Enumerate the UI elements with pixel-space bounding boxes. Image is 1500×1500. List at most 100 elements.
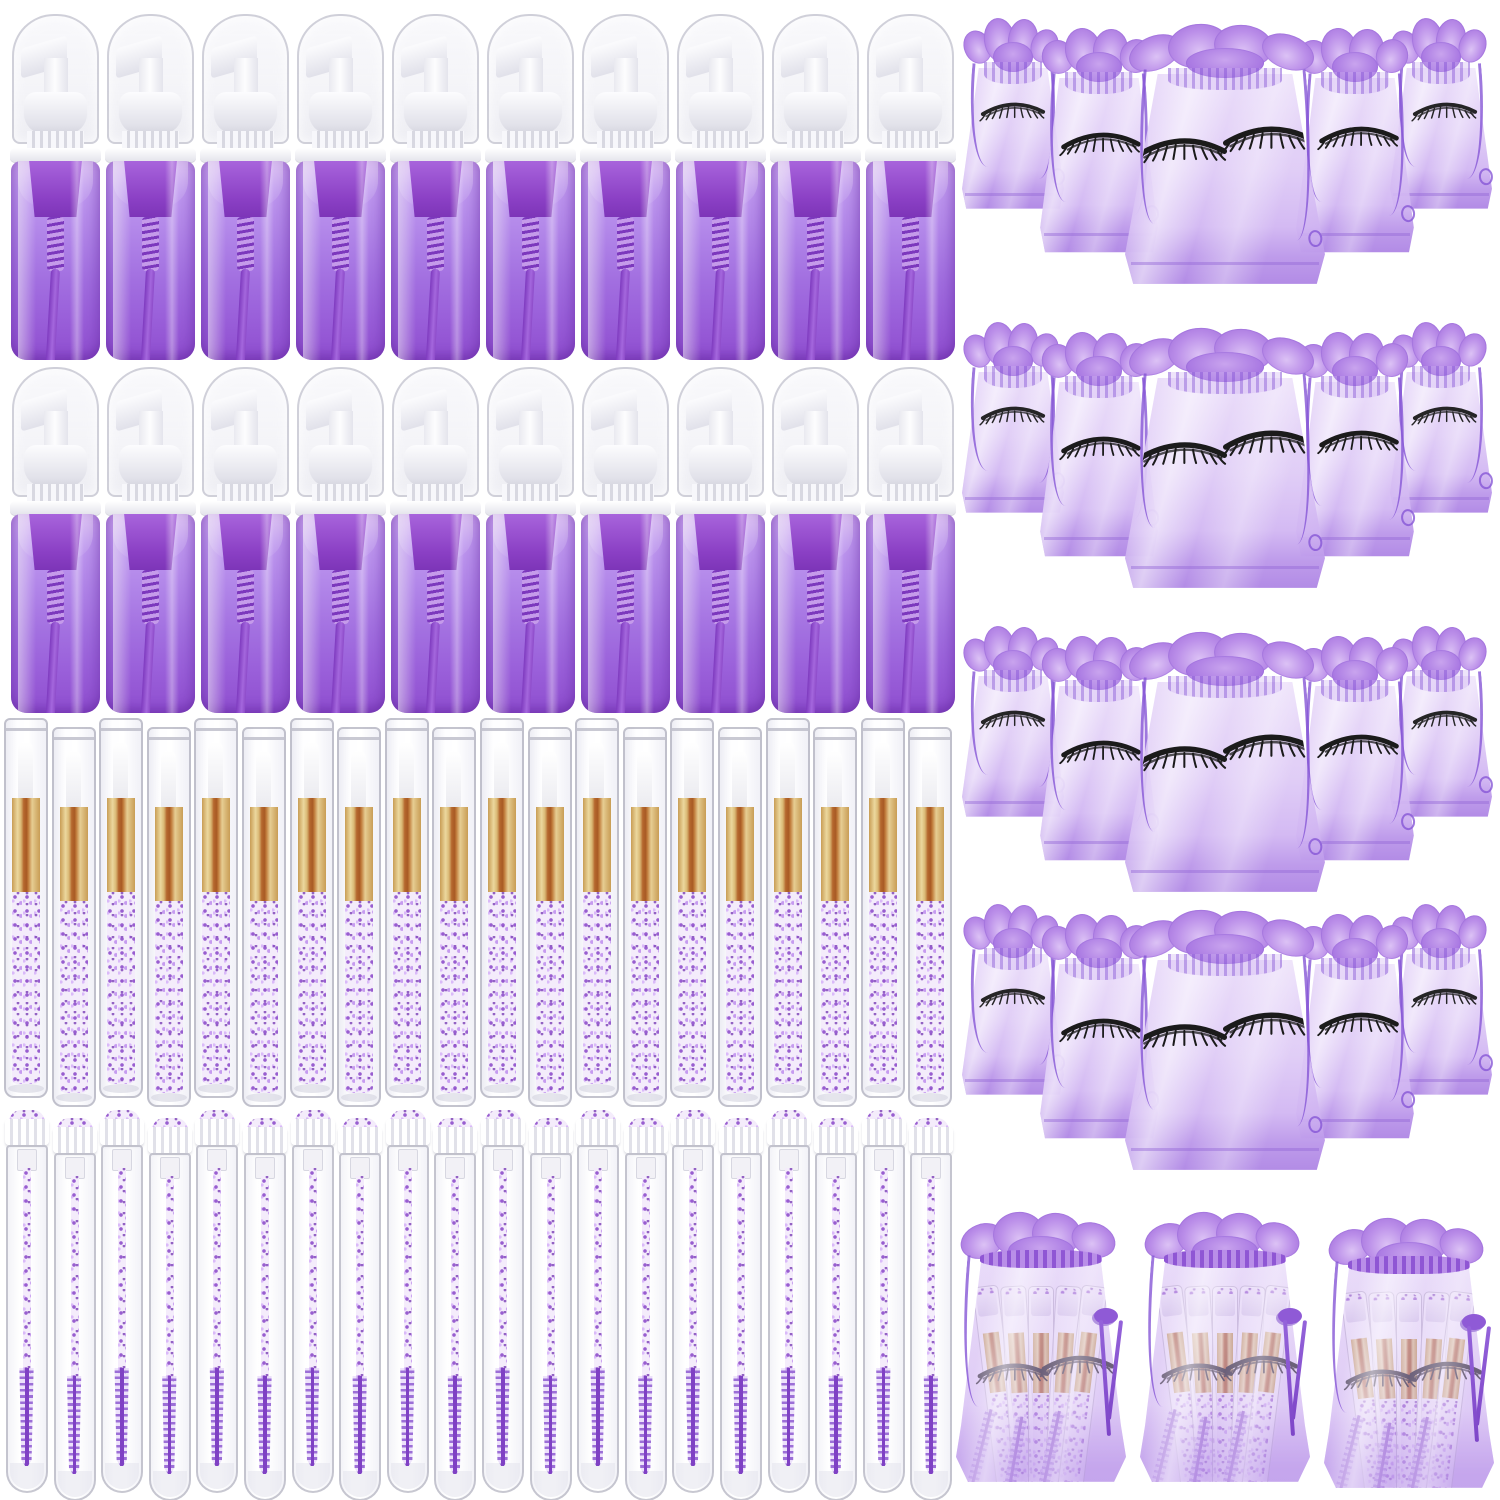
drawstring-gather xyxy=(1411,948,1471,970)
pump-stem xyxy=(234,58,258,98)
lash-organza-bag xyxy=(1123,20,1327,286)
false-eyelash xyxy=(1410,988,1478,1009)
organza-bag-body xyxy=(962,68,1064,209)
cap-ribbed-ring xyxy=(312,484,369,503)
white-cap xyxy=(243,1127,287,1153)
foam-pump-bottle xyxy=(483,14,578,360)
pump-collar xyxy=(689,445,752,487)
dip-tube xyxy=(893,268,915,360)
liner-brush-tube xyxy=(337,727,382,1107)
foam-pump-bottle xyxy=(673,367,768,713)
liner-brush-tube xyxy=(765,718,810,1098)
cap-ribbed-ring xyxy=(122,484,179,503)
eyelash-bag-cluster xyxy=(955,898,1499,1198)
cap-flange xyxy=(675,501,766,515)
drawstring-gather xyxy=(983,366,1043,388)
foam-pump-bottle xyxy=(483,367,578,713)
purple-spoolie-brush xyxy=(447,1376,463,1474)
pump-stem xyxy=(614,411,638,451)
purple-spoolie-brush xyxy=(542,1376,558,1474)
white-cap xyxy=(290,1119,335,1145)
mascara-wand-tube xyxy=(147,1118,193,1500)
white-cap xyxy=(5,1119,49,1145)
glitter-handle xyxy=(250,901,278,1093)
foam-pump-bottle xyxy=(768,367,863,713)
white-brush-tip xyxy=(636,751,652,809)
cap-ribbed-ring xyxy=(597,131,654,150)
false-eyelash xyxy=(1221,1000,1317,1042)
foam-pump-bottle xyxy=(103,14,198,360)
glitter-wand-stem xyxy=(832,1176,841,1382)
pump-spring xyxy=(712,217,729,271)
organza-bag-body xyxy=(1125,74,1325,284)
glitter-wand-stem xyxy=(118,1168,127,1374)
mascara-wand-tube xyxy=(99,1110,145,1496)
false-eyelash xyxy=(1410,102,1478,123)
white-cap xyxy=(147,1127,192,1153)
cap-flange xyxy=(865,501,956,515)
dip-tube xyxy=(228,621,250,713)
inner-cap xyxy=(124,514,177,570)
glitter-wand-stem xyxy=(23,1168,31,1374)
[object xyxy=(978,102,1046,123)
bottle-body xyxy=(676,514,765,713)
white-brush-tip xyxy=(398,742,414,800)
cap-ribbed-ring xyxy=(502,131,559,150)
organza-bag-body xyxy=(1125,682,1325,892)
mascara-wand-tube xyxy=(194,1110,240,1496)
drawstring-gather xyxy=(1411,366,1471,388)
pump-stem xyxy=(804,58,828,98)
bottle-body xyxy=(11,161,100,360)
white-brush-tip xyxy=(494,742,509,800)
glitter-handle xyxy=(630,901,659,1093)
dip-tube xyxy=(38,268,60,360)
organza-veil xyxy=(956,1258,1126,1482)
white-brush-tip xyxy=(684,742,700,800)
purple-spoolie-brush xyxy=(495,1368,510,1466)
white-cap xyxy=(861,1119,906,1145)
false-eyelash xyxy=(978,988,1046,1009)
[object xyxy=(1136,749,1225,772)
drawstring-gather xyxy=(979,1250,1103,1268)
mascara-wand-tube xyxy=(623,1118,669,1500)
pump-spring xyxy=(902,217,919,271)
gold-handle xyxy=(297,798,326,892)
pump-stem xyxy=(44,58,68,98)
glitter-wand-stem xyxy=(784,1168,793,1374)
inner-cap xyxy=(599,161,652,217)
purple-spoolie-brush xyxy=(114,1368,129,1466)
pump-stem xyxy=(709,58,733,98)
pump-collar xyxy=(404,92,467,134)
gold-handle xyxy=(107,798,136,892)
pump-stem xyxy=(899,411,923,451)
bottle-body xyxy=(296,161,385,360)
white-brush-tip xyxy=(827,751,843,809)
false-eyelash xyxy=(978,406,1046,427)
false-eyelash xyxy=(1317,420,1401,456)
glitter-wand-stem xyxy=(499,1168,507,1374)
purple-spoolie-brush xyxy=(590,1368,605,1466)
drawstring-gather xyxy=(1411,62,1471,84)
cap-flange xyxy=(10,501,101,515)
organza-bag-body xyxy=(1296,382,1414,557)
dip-tube xyxy=(703,268,725,360)
lash-organza-bag xyxy=(1123,628,1327,894)
dip-tube xyxy=(513,268,535,360)
cap-flange xyxy=(770,148,861,162)
dip-tube xyxy=(323,621,345,713)
pump-collar xyxy=(24,445,87,487)
eyelash-bag-cluster xyxy=(955,316,1499,616)
false-eyelash xyxy=(1221,418,1317,460)
dip-tube xyxy=(608,621,630,713)
foam-pump-bottle xyxy=(198,14,293,360)
white-brush-tip xyxy=(351,751,367,809)
pump-spring xyxy=(617,217,634,271)
bottle-body xyxy=(866,514,955,713)
glitter-handle xyxy=(392,892,421,1084)
cap-flange xyxy=(10,148,101,162)
pump-spring xyxy=(617,570,634,624)
false-eyelash xyxy=(1135,430,1229,471)
foam-pump-bottle xyxy=(578,14,673,360)
drawstring-gather xyxy=(1347,1256,1471,1274)
